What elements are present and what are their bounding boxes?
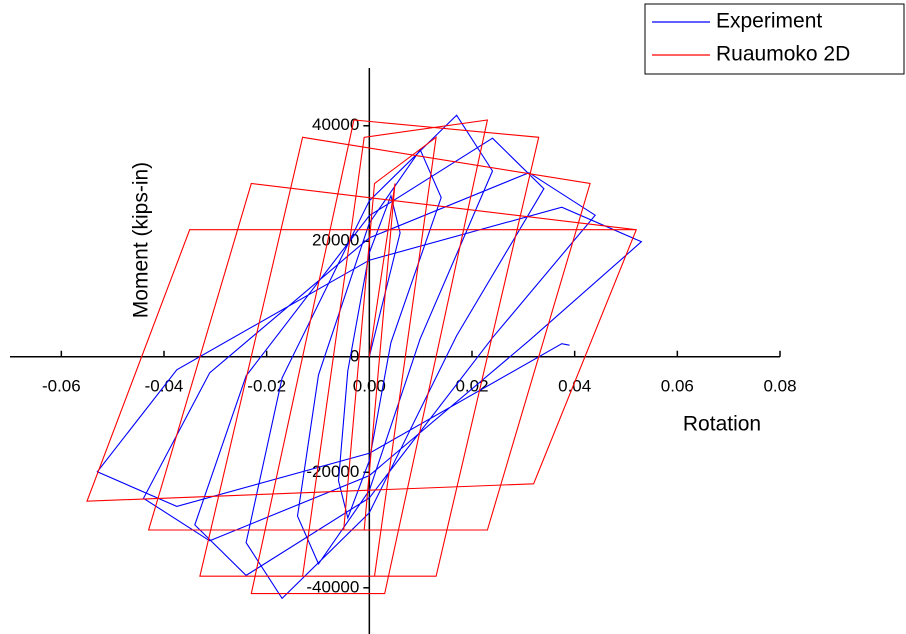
y-axis-label: Moment (kips-in) bbox=[130, 162, 153, 318]
x-tick-label: -0.06 bbox=[42, 376, 81, 395]
y-tick-label: 40000 bbox=[312, 115, 359, 134]
x-tick-label: 0.00 bbox=[353, 376, 386, 395]
x-tick-label: 0.08 bbox=[763, 376, 796, 395]
x-tick-label: -0.02 bbox=[247, 376, 286, 395]
legend-label: Experiment bbox=[716, 10, 822, 33]
y-tick-label: 0 bbox=[350, 346, 359, 365]
series-line bbox=[96, 114, 643, 600]
y-tick-label: 20000 bbox=[312, 231, 359, 250]
x-axis-label: Rotation bbox=[683, 413, 761, 436]
y-tick-label: -20000 bbox=[306, 462, 359, 481]
series-line bbox=[86, 119, 638, 595]
legend-label: Ruaumoko 2D bbox=[716, 43, 850, 66]
y-tick-label: -40000 bbox=[306, 577, 359, 596]
x-tick-label: 0.04 bbox=[558, 376, 591, 395]
legend-box bbox=[644, 3, 905, 75]
x-tick-label: 0.06 bbox=[661, 376, 694, 395]
